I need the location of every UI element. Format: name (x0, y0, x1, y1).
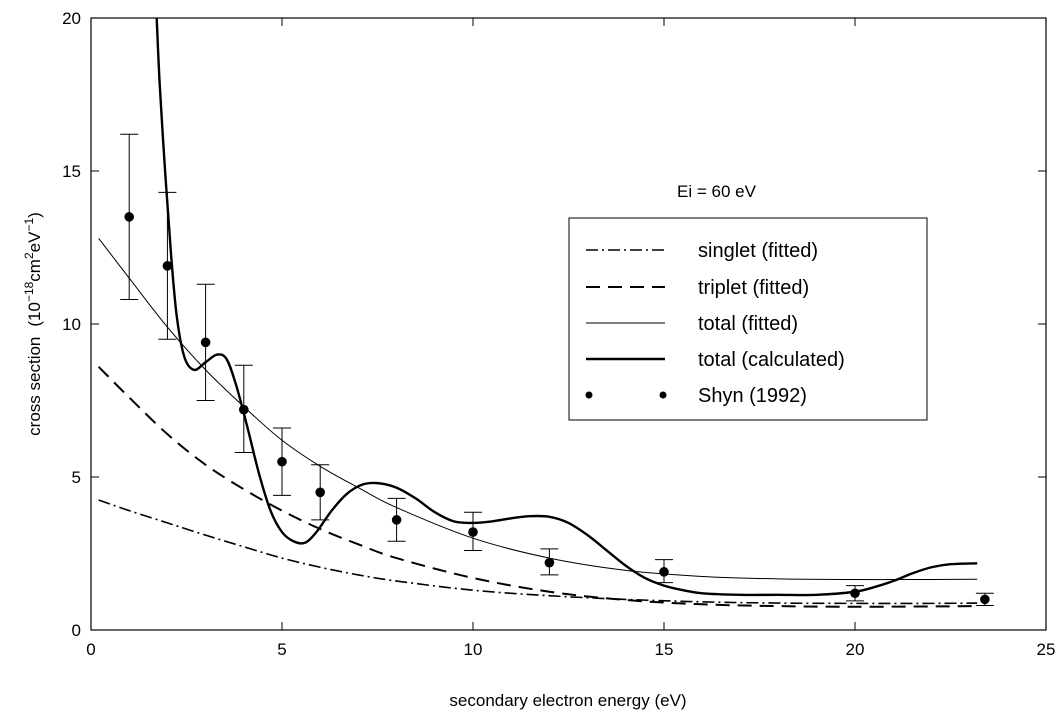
x-tick-label: 20 (846, 640, 865, 659)
legend: singlet (fitted) triplet (fitted) total … (568, 217, 928, 421)
y-tick-label: 20 (62, 9, 81, 28)
legend-label-total-calculated: total (calculated) (698, 349, 845, 371)
data-point-shyn (277, 456, 287, 467)
y-tick-label: 10 (62, 315, 81, 334)
y-axis-unit-mid: cm (25, 259, 44, 282)
series-line-total-calculated (155, 17, 978, 597)
axis-ticks: 0 5 10 15 20 25 0 5 10 15 20 (62, 9, 1055, 659)
y-axis-title: cross section (10−18cm2eV−1) (22, 212, 44, 436)
data-point-shyn (162, 261, 173, 271)
legend-label-triplet: triplet (fitted) (698, 277, 809, 299)
legend-label-total-fitted: total (fitted) (698, 313, 798, 335)
y-axis-title-main: cross section (25, 337, 44, 436)
x-tick-label: 5 (277, 640, 286, 659)
y-axis-unit-exp2: 2 (22, 252, 36, 259)
legend-marker-shyn-left (585, 391, 593, 399)
data-point-shyn (544, 557, 555, 568)
data-point-shyn (850, 588, 860, 599)
data-point-shyn (468, 527, 478, 537)
y-tick-label: 5 (72, 468, 81, 487)
x-tick-label: 10 (464, 640, 483, 659)
x-tick-label: 0 (86, 640, 95, 659)
y-axis-unit-open: (10 (25, 302, 44, 327)
legend-marker-shyn-right (659, 391, 667, 399)
data-point-shyn (980, 594, 990, 605)
series-line-triplet (97, 366, 978, 608)
x-tick-label: 15 (655, 640, 674, 659)
data-points-layer (120, 133, 994, 607)
data-point-shyn (124, 212, 134, 222)
legend-box (568, 217, 928, 421)
data-point-shyn (391, 515, 402, 525)
y-axis-unit-exp3: −1 (22, 218, 36, 232)
series-layer (97, 17, 978, 608)
legend-label-shyn: Shyn (1992) (698, 385, 807, 407)
legend-label-singlet: singlet (fitted) (698, 240, 818, 262)
energy-annotation: Ei = 60 eV (677, 182, 757, 201)
y-axis-unit-exp1: −18 (22, 281, 36, 302)
y-axis-unit-mid2: eV (25, 231, 44, 252)
data-point-shyn (239, 404, 249, 415)
data-point-shyn (659, 567, 669, 577)
y-tick-label: 0 (72, 621, 81, 640)
x-axis-title: secondary electron energy (eV) (449, 691, 686, 710)
data-point-shyn (200, 337, 211, 348)
y-tick-label: 15 (62, 162, 81, 181)
x-tick-label: 25 (1037, 640, 1056, 659)
data-point-shyn (315, 487, 326, 498)
y-axis-unit-close: ) (25, 212, 44, 218)
